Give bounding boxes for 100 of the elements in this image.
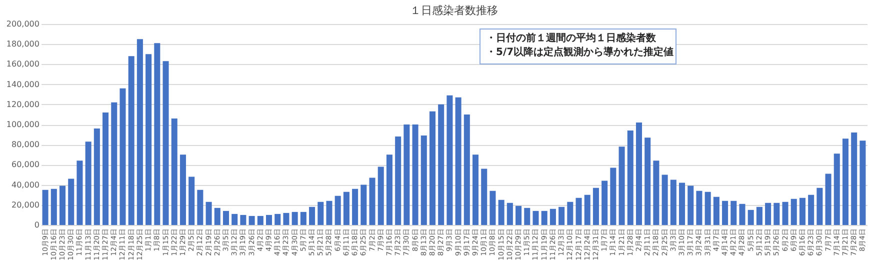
bar (524, 208, 530, 225)
bar (94, 128, 100, 225)
y-tick-label: 100,000 (6, 120, 40, 129)
bar (490, 190, 496, 225)
bar (799, 198, 806, 225)
y-tick-label: 60,000 (12, 160, 40, 170)
bar (481, 168, 488, 225)
bar (111, 102, 118, 225)
bar (222, 210, 229, 225)
bar (550, 208, 556, 225)
bar (420, 136, 427, 225)
y-tick-label: 40,000 (12, 180, 40, 190)
bar (50, 188, 57, 225)
bar (576, 198, 582, 225)
bar (214, 208, 220, 225)
bar (592, 188, 599, 225)
bar (360, 184, 367, 225)
bar (679, 182, 686, 225)
bar (730, 200, 737, 225)
bar (584, 194, 590, 225)
bar (206, 202, 212, 225)
bar (378, 166, 384, 225)
bar (704, 192, 711, 225)
bar (395, 136, 402, 225)
annotation: ・5/7以降は定点観測から導かれた推定値 (486, 46, 674, 58)
bar (102, 112, 109, 225)
y-tick-label: 20,000 (12, 200, 40, 210)
bar (825, 174, 832, 225)
bar (842, 138, 848, 225)
bar (688, 186, 694, 225)
bar (386, 154, 392, 225)
bar (412, 124, 418, 225)
bar (541, 210, 548, 225)
bar (136, 39, 143, 225)
bar (197, 190, 204, 225)
bar (670, 180, 676, 225)
bar (748, 210, 754, 225)
bar (162, 61, 169, 225)
bar (636, 122, 642, 225)
bar (532, 210, 539, 225)
bar (76, 160, 83, 225)
bar (618, 146, 625, 225)
bar (180, 154, 186, 225)
bar (860, 140, 866, 225)
bar (739, 204, 746, 225)
bar (188, 176, 195, 225)
bar (498, 200, 504, 225)
bar (68, 178, 74, 225)
y-tick-label: 180,000 (6, 40, 40, 49)
bar (610, 168, 616, 225)
bar (309, 206, 316, 225)
bar (128, 56, 134, 225)
bar (404, 124, 410, 225)
bar (283, 212, 290, 225)
bar (808, 194, 814, 225)
bar (429, 111, 436, 225)
bar (816, 188, 823, 225)
bar (240, 214, 246, 225)
y-tick-label: 80,000 (12, 140, 40, 150)
bar (154, 43, 160, 225)
bar (369, 178, 376, 225)
bar (756, 206, 762, 225)
bar (765, 202, 772, 225)
bar (662, 174, 668, 225)
bar (438, 104, 444, 225)
bar (171, 118, 178, 225)
y-tick-label: 140,000 (6, 80, 40, 89)
bar (516, 206, 522, 225)
bar (248, 216, 255, 225)
bar (455, 97, 462, 225)
bar (352, 188, 358, 225)
bar (85, 142, 92, 225)
bar (464, 114, 470, 225)
bar (506, 202, 513, 225)
bar (257, 216, 264, 225)
bar (713, 196, 720, 225)
bar (851, 132, 858, 225)
bar (300, 212, 306, 225)
bar (318, 202, 324, 225)
bar (782, 202, 788, 225)
bar (644, 138, 651, 225)
annotation: ・日付の前１週間の平均１日感染者数 (486, 32, 657, 44)
y-tick-label: 120,000 (6, 100, 40, 109)
bar (232, 214, 238, 225)
bar (343, 192, 350, 225)
bar (558, 206, 565, 225)
bar (292, 212, 298, 225)
y-tick-label: 160,000 (6, 60, 40, 69)
bar (774, 202, 780, 225)
y-tick-label: 0 (34, 220, 40, 230)
bar (834, 154, 840, 225)
bar (627, 130, 634, 225)
bar (653, 160, 660, 225)
bar (334, 196, 341, 225)
bar (696, 190, 702, 225)
bar (120, 88, 126, 225)
bar (567, 202, 574, 225)
bar (326, 200, 332, 225)
bar (274, 214, 281, 225)
bar (146, 54, 152, 225)
